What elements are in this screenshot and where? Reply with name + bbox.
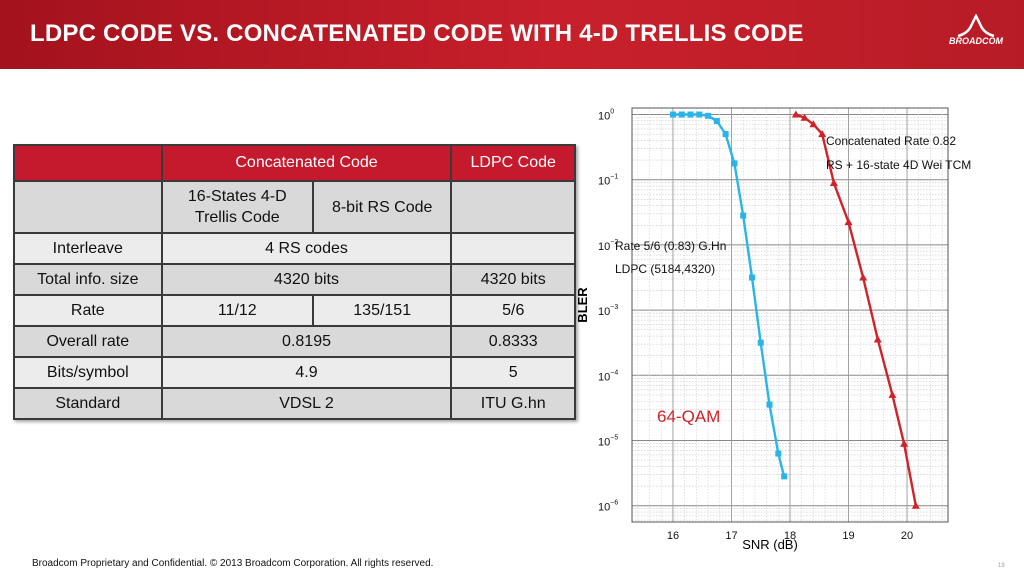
x-axis-label: SNR (dB) xyxy=(742,537,798,552)
data-point xyxy=(809,120,818,128)
table-cell: 5/6 xyxy=(450,294,576,327)
data-point xyxy=(766,401,773,408)
data-point xyxy=(722,131,729,138)
y-tick-label: 10−6 xyxy=(598,500,618,514)
x-tick-label: 18 xyxy=(784,530,796,542)
row-label: Standard xyxy=(13,387,163,420)
row-label: Total info. size xyxy=(13,263,163,296)
plot-frame xyxy=(631,107,949,523)
annotation-ldpc-line2: LDPC (5184,4320) xyxy=(615,262,715,276)
y-tick-label: 10−4 xyxy=(598,369,618,383)
data-point xyxy=(829,178,838,186)
bler-chart: 100 10−1 10−2 10−3 10−4 10−5 10−6 16 17 18 19 20 B… xyxy=(575,107,971,552)
data-point xyxy=(873,335,882,343)
table-header-row: Concatenated Code LDPC Code xyxy=(13,144,576,182)
y-tick-label: 10−2 xyxy=(598,239,618,253)
data-point xyxy=(859,273,868,281)
table-cell: 5 xyxy=(450,356,576,389)
data-point xyxy=(731,160,738,167)
table-cell: 135/151 xyxy=(311,294,453,327)
table-cell: 4 RS codes xyxy=(160,232,453,265)
y-tick-label: 100 xyxy=(598,109,614,123)
data-point xyxy=(818,130,827,138)
data-point xyxy=(888,390,897,398)
page-number: 19 xyxy=(998,563,1005,569)
row-label: Bits/symbol xyxy=(13,356,163,389)
data-point xyxy=(791,110,800,118)
table-cell: 4.9 xyxy=(160,356,453,389)
table-cell: 0.8195 xyxy=(160,325,453,358)
x-tick-label: 16 xyxy=(667,530,679,542)
y-tick-label: 10−1 xyxy=(598,174,618,188)
annotation-ldpc-line1: Rate 5/6 (0.83) G.Hn xyxy=(615,239,726,253)
table-row: Total info. size 4320 bits 4320 bits xyxy=(13,263,576,296)
table-row: 16-States 4-D Trellis Code 8-bit RS Code xyxy=(13,180,576,234)
table-row: Overall rate 0.8195 0.8333 xyxy=(13,325,576,358)
logo-wordmark: BROADCOM xyxy=(949,36,1003,46)
data-point xyxy=(687,111,694,118)
table-row: Standard VDSL 2 ITU G.hn xyxy=(13,387,576,420)
table-cell: 11/12 xyxy=(160,294,314,327)
annotation-concat-line1: Concatenated Rate 0.82 xyxy=(826,134,956,148)
data-point xyxy=(669,111,676,118)
data-point xyxy=(748,274,755,281)
subheader-trellis-code: 16-States 4-D Trellis Code xyxy=(160,180,314,234)
x-tick-label: 19 xyxy=(842,530,854,542)
x-axis-ticks: 16 17 18 19 20 xyxy=(667,530,913,542)
broadcom-logo-icon xyxy=(957,13,995,38)
table-row: Rate 11/12 135/151 5/6 xyxy=(13,294,576,327)
data-point xyxy=(800,113,809,121)
header-ldpc-code: LDPC Code xyxy=(450,144,576,182)
data-point xyxy=(757,339,764,346)
row-label: Interleave xyxy=(13,232,163,265)
annotation-64qam: 64-QAM xyxy=(657,407,720,426)
data-point xyxy=(844,218,853,226)
data-point xyxy=(705,112,712,119)
data-point xyxy=(713,118,720,125)
y-axis-ticks: 100 10−1 10−2 10−3 10−4 10−5 10−6 xyxy=(598,109,618,514)
table-cell xyxy=(13,180,163,234)
comparison-table: Concatenated Code LDPC Code 16-States 4-… xyxy=(13,144,576,420)
table-cell xyxy=(450,232,576,265)
y-tick-label: 10−5 xyxy=(598,435,618,449)
data-point xyxy=(696,111,703,118)
header-concatenated-code: Concatenated Code xyxy=(160,144,453,182)
broadcom-logo: BROADCOM xyxy=(936,13,1016,54)
row-label: Overall rate xyxy=(13,325,163,358)
x-tick-label: 20 xyxy=(901,530,913,542)
data-point xyxy=(775,450,782,457)
table-cell: 4320 bits xyxy=(160,263,453,296)
chart-grid xyxy=(632,108,948,522)
table-row: Bits/symbol 4.9 5 xyxy=(13,356,576,389)
x-tick-label: 17 xyxy=(725,530,737,542)
data-point xyxy=(740,212,747,219)
data-point xyxy=(911,501,920,509)
row-label: Rate xyxy=(13,294,163,327)
table-cell: 0.8333 xyxy=(450,325,576,358)
table-row: Interleave 4 RS codes xyxy=(13,232,576,265)
chart-series xyxy=(669,110,920,509)
subheader-rs-code: 8-bit RS Code xyxy=(311,180,453,234)
slide-title: LDPC CODE VS. CONCATENATED CODE WITH 4-D… xyxy=(30,20,804,47)
data-point xyxy=(781,473,788,480)
table-cell: 4320 bits xyxy=(450,263,576,296)
title-bar: LDPC CODE VS. CONCATENATED CODE WITH 4-D… xyxy=(0,0,1024,69)
table-cell xyxy=(450,180,576,234)
data-point xyxy=(900,439,909,447)
footer-copyright: Broadcom Proprietary and Confidential. ©… xyxy=(32,558,434,569)
y-axis-label: BLER xyxy=(575,287,590,323)
annotation-concat-line2: RS + 16-state 4D Wei TCM xyxy=(826,158,971,172)
table-cell: ITU G.hn xyxy=(450,387,576,420)
table-cell: VDSL 2 xyxy=(160,387,453,420)
data-point xyxy=(678,111,685,118)
header-empty-cell xyxy=(13,144,163,182)
y-tick-label: 10−3 xyxy=(598,304,618,318)
